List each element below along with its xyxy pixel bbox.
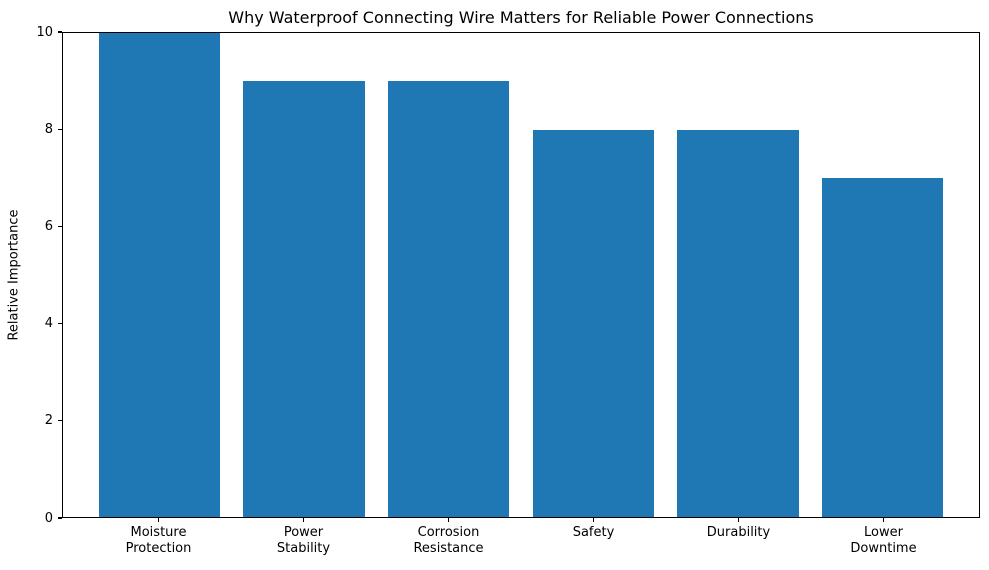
bar-1 [243, 81, 365, 517]
y-tick-mark [58, 128, 62, 130]
x-tick-slot: Safety [521, 518, 666, 568]
y-tick-label: 8 [44, 121, 53, 137]
x-axis-ticks: Moisture Protection Power Stability Corros… [62, 518, 980, 568]
x-tick-label: Safety [572, 525, 615, 540]
x-tick-slot: Power Stability [231, 518, 376, 568]
bar-slot [810, 33, 955, 517]
bar-slot [232, 33, 377, 517]
plot-area [62, 32, 980, 518]
bar-2 [387, 81, 510, 517]
y-tick-mark [58, 420, 62, 422]
x-tick-slot: Corrosion Resistance [376, 518, 521, 568]
y-tick-mark [58, 323, 62, 325]
x-tick-slot: Durability [666, 518, 811, 568]
x-tick-mark [882, 518, 885, 522]
x-tick-label: Power Stability [276, 525, 331, 556]
y-tick-label: 4 [44, 316, 53, 332]
x-tick-label: Lower Downtime [850, 525, 917, 556]
y-tick-mark [58, 225, 62, 227]
x-tick-mark [737, 518, 740, 522]
y-axis-ticks: 0 2 4 6 8 10 [0, 26, 62, 525]
bar-5 [821, 178, 944, 517]
y-tick-mark [58, 31, 62, 33]
x-tick-mark [447, 518, 450, 522]
y-tick-label: 2 [44, 413, 53, 429]
x-tick-mark [592, 518, 595, 522]
x-tick-label: Durability [706, 525, 771, 540]
x-tick-slot: Moisture Protection [86, 518, 231, 568]
y-tick-mark [58, 517, 62, 519]
bar-slot [666, 33, 811, 517]
bar-slot [521, 33, 666, 517]
y-tick-label: 6 [44, 218, 53, 234]
y-tick-label: 10 [36, 24, 53, 40]
x-tick-mark [302, 518, 305, 522]
x-tick-label: Moisture Protection [125, 525, 192, 556]
x-tick-label: Corrosion Resistance [413, 525, 484, 556]
y-tick-label: 0 [44, 510, 53, 526]
x-tick-slot: Lower Downtime [811, 518, 956, 568]
bar-slot [87, 33, 232, 517]
bar-slot [376, 33, 521, 517]
bar-0 [98, 33, 221, 517]
bar-3 [532, 129, 655, 517]
bar-4 [677, 129, 799, 517]
x-tick-mark [157, 518, 160, 522]
chart-title: Why Waterproof Connecting Wire Matters f… [228, 8, 814, 27]
